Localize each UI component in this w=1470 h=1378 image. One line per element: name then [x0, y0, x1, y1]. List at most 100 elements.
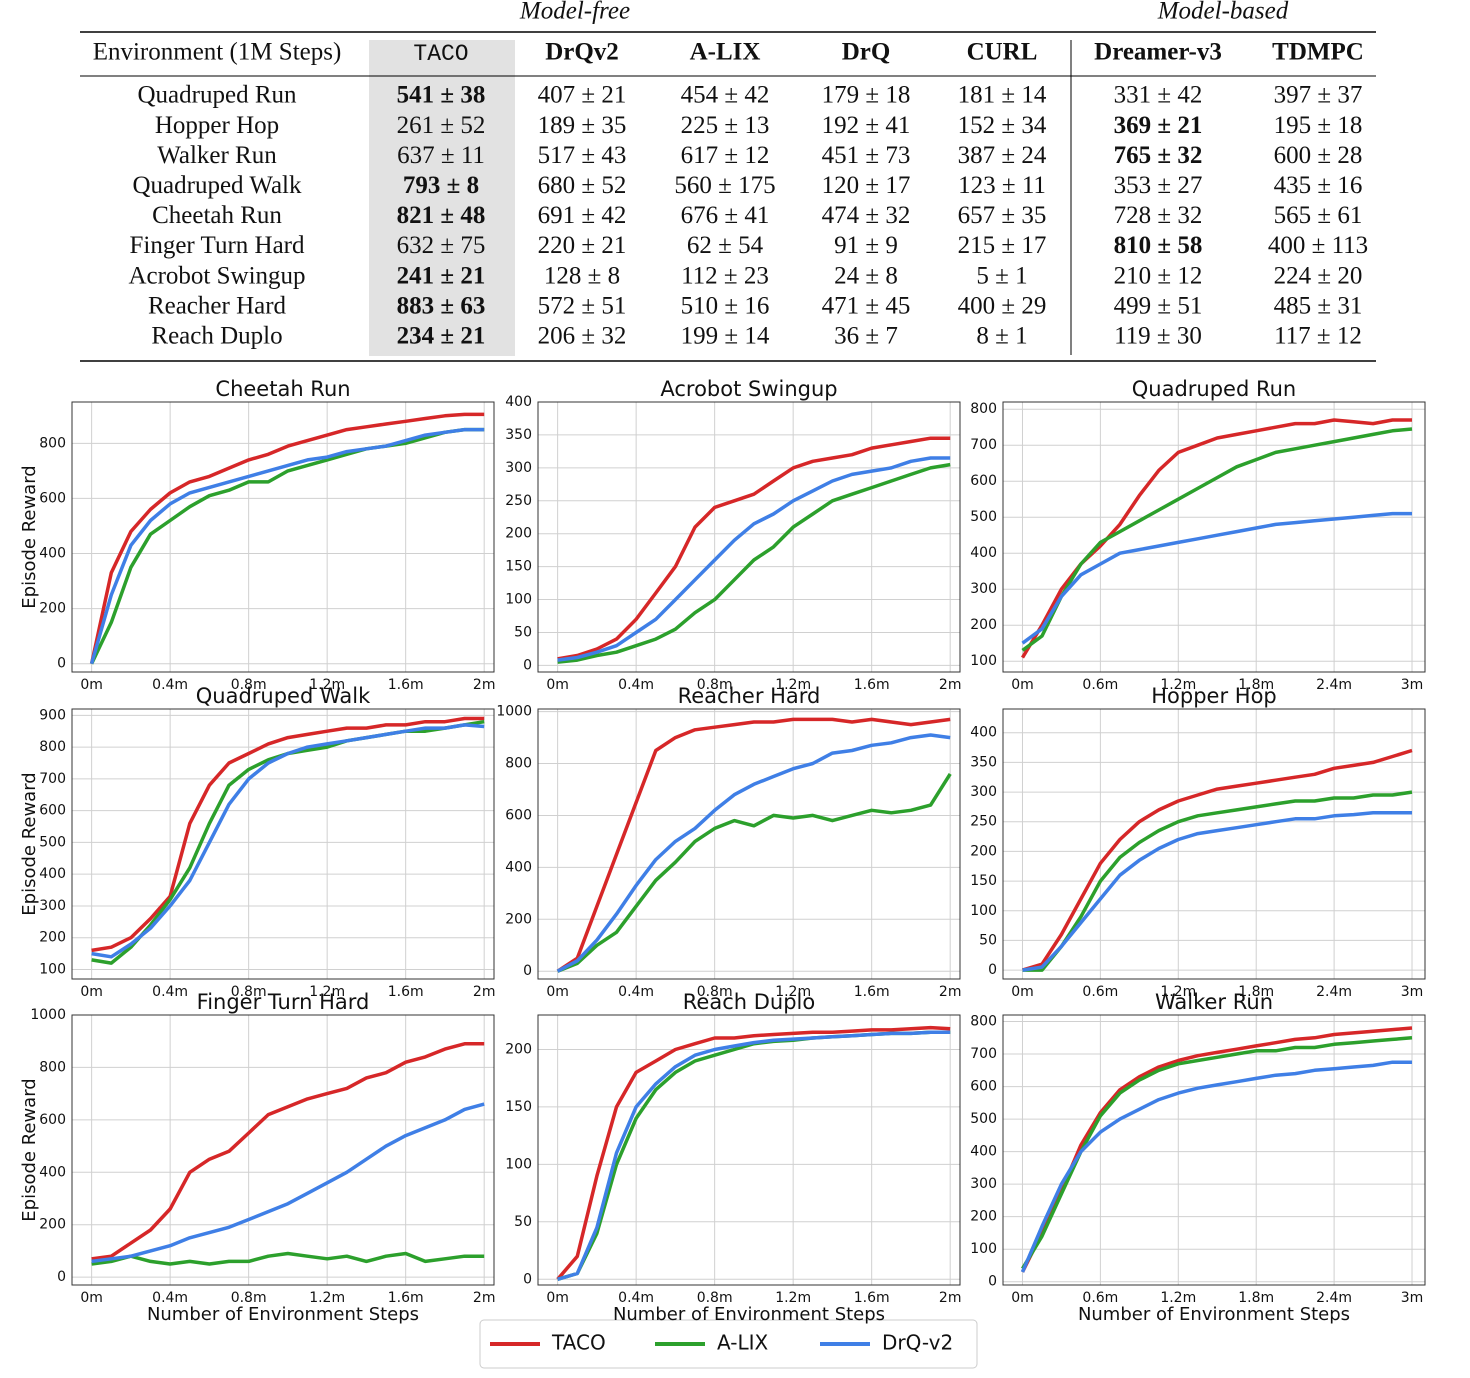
y-tick-label: 200	[39, 930, 66, 946]
y-tick-label: 100	[970, 903, 997, 919]
x-tick-label: 2m	[939, 984, 962, 1000]
y-tick-label: 800	[39, 1059, 66, 1075]
table-cell: 181 ± 14	[958, 82, 1047, 109]
y-tick-label: 800	[39, 435, 66, 451]
y-tick-label: 900	[39, 707, 66, 723]
table-cell: 24 ± 8	[834, 262, 898, 289]
x-tick-label: 0m	[546, 984, 569, 1000]
x-tick-label: 0.4m	[152, 677, 188, 693]
table-header: TACO	[413, 41, 468, 67]
chart-title: Acrobot Swingup	[660, 377, 837, 401]
series-line	[1020, 1036, 1413, 1270]
y-tick-label: 600	[505, 807, 532, 823]
table-cell: 112 ± 23	[681, 262, 769, 289]
x-tick-label: 1.8m	[1238, 677, 1274, 693]
y-tick-label: 50	[514, 624, 532, 640]
table-group: Model-based	[1157, 0, 1289, 25]
y-tick-label: 800	[970, 401, 997, 417]
series-line	[91, 1102, 485, 1264]
y-tick-label: 200	[970, 617, 997, 633]
y-tick-label: 300	[970, 581, 997, 597]
table-header: CURL	[967, 39, 1038, 66]
y-tick-label: 1000	[30, 1007, 66, 1023]
table-cell: 765 ± 32	[1114, 142, 1203, 169]
x-tick-label: 1.2m	[775, 1290, 811, 1306]
series-line	[91, 1251, 485, 1266]
x-tick-label: 1.6m	[854, 984, 890, 1000]
table-cell: 883 ± 63	[397, 292, 486, 319]
y-tick-label: 100	[505, 1156, 532, 1172]
x-tick-label: 0m	[1011, 1290, 1034, 1306]
table-cell: 600 ± 28	[1274, 142, 1363, 169]
y-tick-label: 50	[514, 1214, 532, 1230]
y-axis-label: Episode Reward	[19, 465, 40, 608]
y-tick-label: 350	[970, 754, 997, 770]
table-cell: 234 ± 21	[397, 323, 486, 350]
y-tick-label: 800	[505, 756, 532, 772]
x-tick-label: 1.2m	[1160, 677, 1196, 693]
x-tick-label: 1.2m	[309, 984, 345, 1000]
table-cell: 793 ± 8	[403, 172, 479, 199]
x-tick-label: 0.6m	[1082, 984, 1118, 1000]
x-tick-label: 0.6m	[1082, 1290, 1118, 1306]
series-line	[89, 412, 485, 665]
table-cell: 8 ± 1	[976, 323, 1027, 350]
y-tick-label: 800	[39, 739, 66, 755]
table-cell: 369 ± 21	[1114, 112, 1203, 139]
y-tick-label: 100	[39, 961, 66, 977]
x-tick-label: 2m	[473, 984, 496, 1000]
x-tick-label: 2m	[939, 677, 962, 693]
table-cell: 331 ± 42	[1114, 82, 1203, 109]
x-tick-label: 1.6m	[388, 984, 424, 1000]
table-cell: 62 ± 54	[687, 232, 764, 259]
y-tick-label: 0	[57, 656, 66, 672]
x-tick-label: 0.4m	[618, 984, 654, 1000]
table-cell: 407 ± 21	[538, 82, 627, 109]
y-tick-label: 500	[970, 509, 997, 525]
table-cell: 123 ± 11	[958, 172, 1046, 199]
y-tick-label: 350	[505, 427, 532, 443]
table-cell: 821 ± 48	[397, 202, 486, 229]
row-label: Reacher Hard	[148, 292, 287, 319]
table-cell: 215 ± 17	[958, 232, 1047, 259]
table-cell: 510 ± 16	[681, 292, 770, 319]
legend-label: A-LIX	[717, 1331, 769, 1355]
x-tick-label: 0m	[80, 1290, 103, 1306]
table-cell: 195 ± 18	[1274, 112, 1363, 139]
table-cell: 474 ± 32	[822, 202, 911, 229]
x-tick-label: 0m	[1011, 677, 1034, 693]
y-axis-label: Episode Reward	[19, 1078, 40, 1221]
table-cell: 206 ± 32	[538, 323, 627, 350]
x-tick-label: 2.4m	[1316, 1290, 1352, 1306]
y-tick-label: 600	[39, 490, 66, 506]
table-cell: 179 ± 18	[822, 82, 911, 109]
table-cell: 5 ± 1	[976, 262, 1027, 289]
table-cell: 119 ± 30	[1114, 323, 1202, 350]
row-label: Acrobot Swingup	[128, 262, 305, 289]
y-tick-label: 300	[970, 1176, 997, 1192]
table-cell: 241 ± 21	[397, 262, 486, 289]
table-header: A-LIX	[690, 39, 761, 66]
table-cell: 676 ± 41	[681, 202, 770, 229]
x-tick-label: 0m	[80, 984, 103, 1000]
table-cell: 680 ± 52	[538, 172, 627, 199]
series-line	[91, 716, 485, 953]
series-line	[556, 717, 951, 973]
series-line	[1020, 1026, 1413, 1273]
x-tick-label: 0.4m	[618, 677, 654, 693]
table-cell: 120 ± 17	[822, 172, 911, 199]
table-cell: 617 ± 12	[681, 142, 770, 169]
series-line	[1022, 790, 1413, 972]
chart-title: Walker Run	[1155, 990, 1273, 1014]
y-tick-label: 700	[39, 771, 66, 787]
table-cell: 435 ± 16	[1274, 172, 1363, 199]
x-tick-label: 1.6m	[854, 1290, 890, 1306]
x-tick-label: 1.2m	[309, 677, 345, 693]
series-line	[1021, 748, 1413, 972]
y-tick-label: 600	[39, 803, 66, 819]
y-tick-label: 200	[505, 911, 532, 927]
x-axis-label: Number of Environment Steps	[1078, 1304, 1350, 1325]
y-tick-label: 0	[988, 1274, 997, 1290]
y-tick-label: 300	[970, 784, 997, 800]
